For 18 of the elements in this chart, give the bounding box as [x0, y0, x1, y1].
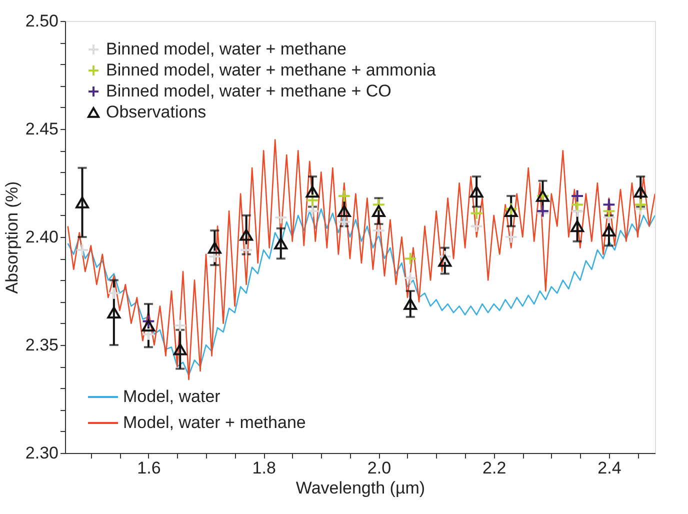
legend-label: Observations	[106, 102, 206, 122]
legend-label: Binned model, water + methane	[106, 40, 347, 58]
legend-label: Binned model, water + methane + ammonia	[106, 60, 436, 80]
x-axis-title: Wavelength (µm)	[296, 478, 426, 498]
x-tick-label: 1.6	[137, 458, 161, 478]
legend-label: Model, water	[123, 387, 221, 406]
y-tick-label: 2.40	[25, 228, 58, 246]
y-tick-label: 2.50	[25, 12, 58, 30]
x-tick-label: 1.8	[252, 458, 276, 478]
x-tick-label: 2.2	[482, 458, 506, 478]
y-tick-label: 2.45	[25, 120, 58, 138]
y-tick-label: 2.35	[25, 336, 58, 354]
y-tick-label: 2.30	[25, 444, 58, 462]
y-axis-title: Absorption (%)	[2, 181, 22, 294]
legend-label: Model, water + methane	[123, 413, 306, 432]
x-tick-label: 2.0	[367, 458, 392, 478]
x-tick-label: 2.4	[598, 458, 622, 478]
legend-label: Binned model, water + methane + CO	[106, 82, 392, 100]
